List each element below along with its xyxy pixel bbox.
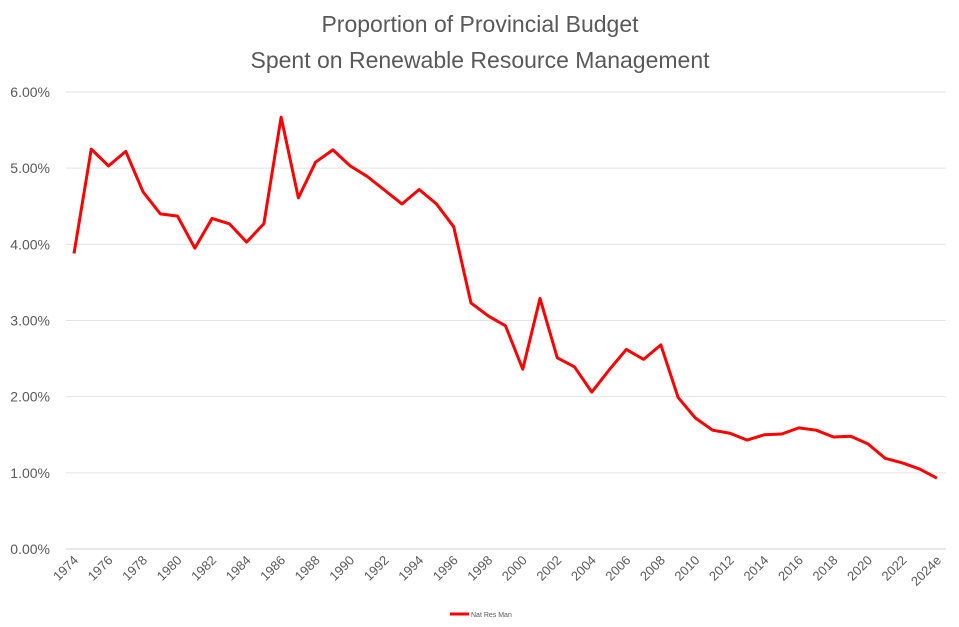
y-tick-label: 6.00% [10, 84, 50, 100]
legend-label: Nat Res Man [471, 612, 512, 619]
x-tick-label: 2008 [637, 553, 668, 584]
chart-title-line-1: Proportion of Provincial Budget [321, 11, 639, 37]
x-tick-label: 1998 [464, 553, 495, 584]
x-tick-label: 2002 [533, 553, 564, 584]
x-tick-label: 1976 [85, 553, 116, 584]
series-line [72, 115, 938, 480]
x-tick-label: 2006 [602, 553, 633, 584]
x-tick-label: 1988 [292, 553, 323, 584]
x-tick-label: 1994 [395, 553, 426, 584]
y-tick-label: 4.00% [10, 236, 50, 252]
x-tick-label: 1974 [50, 553, 81, 584]
x-tick-label: 1990 [326, 553, 357, 584]
x-tick-label: 2014 [740, 553, 771, 584]
x-tick-label: 1992 [361, 553, 392, 584]
x-tick-label: 2004 [568, 553, 599, 584]
y-tick-label: 0.00% [10, 541, 50, 557]
x-tick-label: 2024e [908, 553, 944, 589]
x-tick-label: 2010 [671, 553, 702, 584]
x-tick-label: 2020 [844, 553, 875, 584]
x-tick-label: 1984 [223, 553, 254, 584]
y-tick-label: 5.00% [10, 160, 50, 176]
x-tick-label: 1982 [188, 553, 219, 584]
y-tick-label: 1.00% [10, 465, 50, 481]
x-tick-label: 2012 [706, 553, 737, 584]
x-tick-label: 2000 [499, 553, 530, 584]
x-tick-label: 2018 [810, 553, 841, 584]
x-tick-label: 1980 [154, 553, 185, 584]
chart-title-line-2: Spent on Renewable Resource Management [250, 47, 710, 73]
x-tick-label: 1996 [430, 553, 461, 584]
x-tick-label: 1978 [119, 553, 150, 584]
y-tick-label: 2.00% [10, 389, 50, 405]
x-tick-label: 2022 [879, 553, 910, 584]
x-tick-label: 2016 [775, 553, 806, 584]
x-tick-label: 1986 [257, 553, 288, 584]
y-tick-label: 3.00% [10, 313, 50, 329]
